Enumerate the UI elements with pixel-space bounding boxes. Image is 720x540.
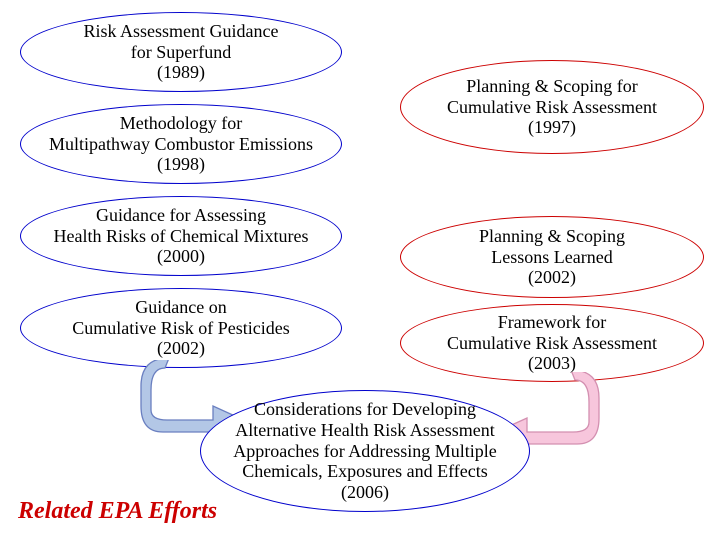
footer-title: Related EPA Efforts: [18, 498, 217, 525]
bubble-mix-2000: Guidance for Assessing Health Risks of C…: [20, 196, 342, 276]
bubble-rags-1989: Risk Assessment Guidance for Superfund (…: [20, 12, 342, 92]
bubble-text: Guidance on Cumulative Risk of Pesticide…: [72, 297, 290, 359]
bubble-frame-2003: Framework for Cumulative Risk Assessment…: [400, 304, 704, 382]
diagram-stage: Risk Assessment Guidance for Superfund (…: [0, 0, 720, 540]
bubble-pest-2002: Guidance on Cumulative Risk of Pesticide…: [20, 288, 342, 368]
bubble-text: Guidance for Assessing Health Risks of C…: [54, 205, 309, 267]
bubble-consid-2006: Considerations for Developing Alternativ…: [200, 390, 530, 512]
bubble-text: Considerations for Developing Alternativ…: [233, 399, 496, 502]
bubble-text: Planning & Scoping for Cumulative Risk A…: [447, 76, 657, 138]
bubble-text: Risk Assessment Guidance for Superfund (…: [84, 21, 279, 83]
footer-text: Related EPA Efforts: [18, 498, 217, 524]
bubble-less-2002: Planning & Scoping Lessons Learned (2002…: [400, 216, 704, 298]
bubble-text: Methodology for Multipathway Combustor E…: [49, 113, 313, 175]
bubble-text: Framework for Cumulative Risk Assessment…: [447, 312, 657, 374]
bubble-text: Planning & Scoping Lessons Learned (2002…: [479, 226, 625, 288]
bubble-meth-1998: Methodology for Multipathway Combustor E…: [20, 104, 342, 184]
bubble-plan-1997: Planning & Scoping for Cumulative Risk A…: [400, 60, 704, 154]
